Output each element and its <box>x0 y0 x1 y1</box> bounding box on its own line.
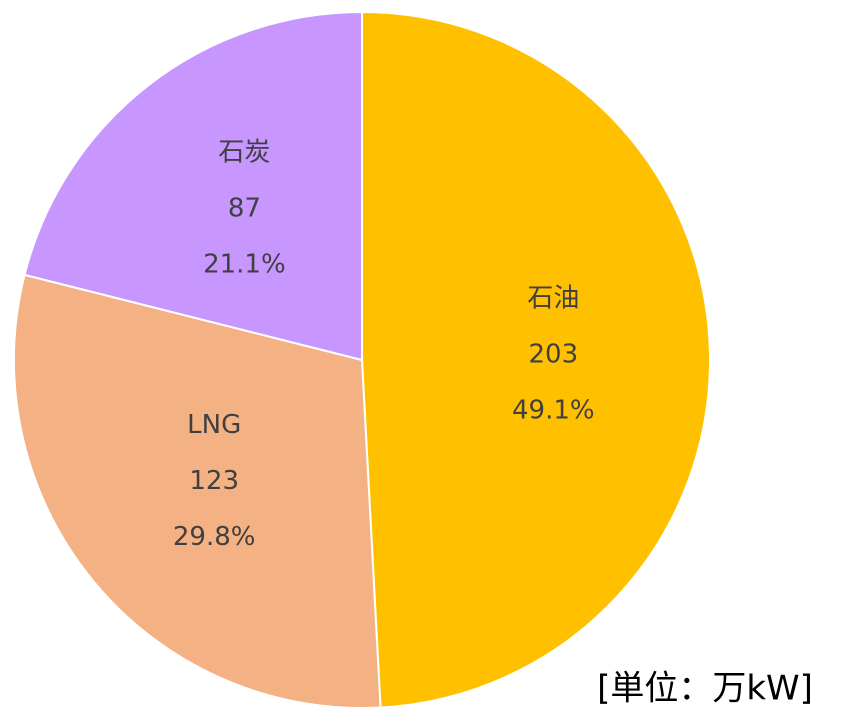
slice-percent: 49.1% <box>512 395 595 425</box>
slice-percent: 21.1% <box>203 250 286 280</box>
slice-value: 123 <box>189 466 239 496</box>
slice-percent: 29.8% <box>173 522 256 552</box>
unit-note: [単位：万kW] <box>597 669 813 709</box>
pie-slice <box>13 273 382 709</box>
slice-value: 203 <box>529 339 579 369</box>
slice-category: 石油 <box>527 283 579 313</box>
slice-value: 87 <box>228 194 261 224</box>
slice-category: 石炭 <box>218 138 270 168</box>
pie-slice <box>23 10 363 362</box>
slice-category: LNG <box>187 410 241 440</box>
pie-slice <box>361 10 711 709</box>
